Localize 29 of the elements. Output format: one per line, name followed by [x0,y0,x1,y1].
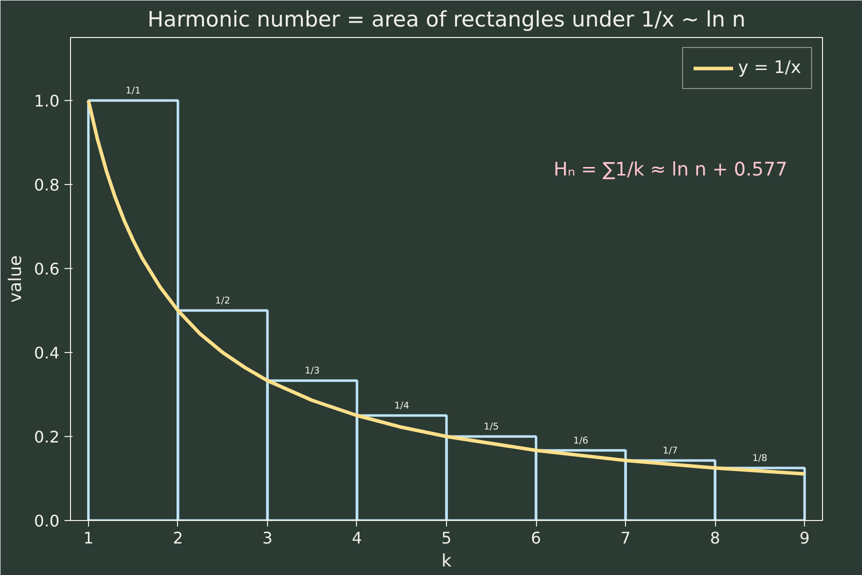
x-tick-label: 9 [800,528,810,548]
chart-title: Harmonic number = area of rectangles under 1/x ~ ln n [148,8,746,32]
x-tick-label: 6 [530,528,542,548]
data-label: 1/8 [752,453,768,464]
data-label: 1/6 [573,435,588,446]
x-axis-title: k [441,552,452,572]
data-label: 1/7 [662,445,678,456]
y-tick-label: 0.6 [34,260,60,278]
y-axis-title: value [6,255,26,303]
y-tick-label: 1.0 [34,92,60,110]
y-tick-label: 0.0 [34,512,60,530]
y-tick-label: 0.2 [34,428,60,446]
x-tick-label: 2 [172,528,184,548]
y-tick-label: 0.4 [34,344,60,362]
data-label: 1/1 [126,86,141,96]
x-tick-label: 7 [620,528,631,548]
data-label: 1/2 [215,296,230,306]
x-tick-label: 8 [710,528,720,548]
x-tick-label: 5 [441,528,452,548]
legend-label: y = 1/x [738,58,801,78]
data-label: 1/5 [484,422,499,432]
data-label: 1/4 [394,400,410,412]
line-series [86,98,806,476]
data-label: 1/3 [304,366,320,377]
y-tick-label: 0.8 [34,176,60,194]
x-tick-label: 1 [83,528,94,548]
x-tick-label: 3 [262,528,273,548]
annotation: Hₙ = ∑1/k ≈ ln n + 0.577 [554,160,788,180]
x-tick-label: 4 [352,528,362,548]
